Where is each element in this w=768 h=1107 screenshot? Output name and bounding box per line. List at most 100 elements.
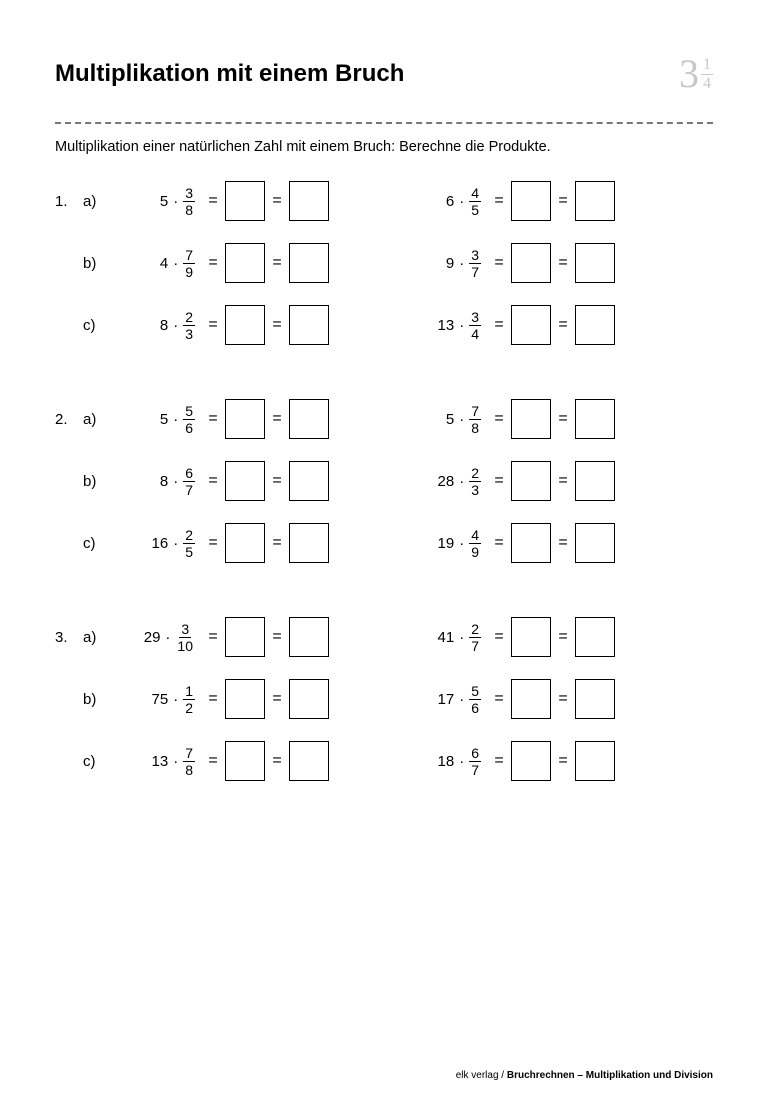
equals-sign: = bbox=[265, 628, 289, 646]
answer-box[interactable] bbox=[225, 679, 265, 719]
expression: 5·78 bbox=[399, 404, 487, 435]
answer-box[interactable] bbox=[225, 181, 265, 221]
denominator: 7 bbox=[469, 762, 481, 777]
answer-box[interactable] bbox=[575, 243, 615, 283]
equals-sign: = bbox=[487, 410, 511, 428]
fraction: 49 bbox=[469, 528, 481, 559]
exercise-row: c)13·78==18·67== bbox=[55, 741, 713, 781]
multiply-dot: · bbox=[172, 473, 179, 490]
equals-sign: = bbox=[265, 410, 289, 428]
answer-box[interactable] bbox=[511, 305, 551, 345]
fraction: 67 bbox=[469, 746, 481, 777]
equals-sign: = bbox=[551, 628, 575, 646]
equals-sign: = bbox=[265, 690, 289, 708]
equals-sign: = bbox=[487, 472, 511, 490]
expression: 6·45 bbox=[399, 186, 487, 217]
answer-box[interactable] bbox=[289, 617, 329, 657]
row-letter: a) bbox=[83, 411, 113, 428]
whole-number: 9 bbox=[446, 255, 454, 272]
answer-box[interactable] bbox=[575, 305, 615, 345]
denominator: 10 bbox=[175, 638, 195, 653]
equals-sign: = bbox=[487, 628, 511, 646]
answer-box[interactable] bbox=[511, 741, 551, 781]
exercise-row: b)8·67==28·23== bbox=[55, 461, 713, 501]
answer-box[interactable] bbox=[225, 305, 265, 345]
answer-box[interactable] bbox=[511, 399, 551, 439]
answer-box[interactable] bbox=[225, 523, 265, 563]
answer-box[interactable] bbox=[289, 243, 329, 283]
answer-box[interactable] bbox=[289, 741, 329, 781]
multiply-dot: · bbox=[172, 411, 179, 428]
exercise-row: c)8·23==13·34== bbox=[55, 305, 713, 345]
answer-box[interactable] bbox=[511, 617, 551, 657]
answer-box[interactable] bbox=[289, 523, 329, 563]
denominator: 8 bbox=[183, 202, 195, 217]
multiply-dot: · bbox=[458, 255, 465, 272]
fraction: 78 bbox=[183, 746, 195, 777]
answer-box[interactable] bbox=[511, 461, 551, 501]
whole-number: 17 bbox=[438, 691, 455, 708]
denominator: 3 bbox=[469, 482, 481, 497]
numerator: 1 bbox=[183, 684, 195, 700]
page-title: Multiplikation mit einem Bruch bbox=[55, 60, 404, 88]
answer-box[interactable] bbox=[575, 617, 615, 657]
answer-box[interactable] bbox=[575, 461, 615, 501]
answer-box[interactable] bbox=[225, 741, 265, 781]
multiply-dot: · bbox=[458, 753, 465, 770]
equals-sign: = bbox=[265, 534, 289, 552]
answer-box[interactable] bbox=[511, 523, 551, 563]
equals-sign: = bbox=[201, 534, 225, 552]
fraction: 67 bbox=[183, 466, 195, 497]
answer-box[interactable] bbox=[225, 461, 265, 501]
fraction: 27 bbox=[469, 622, 481, 653]
answer-box[interactable] bbox=[289, 679, 329, 719]
equals-sign: = bbox=[201, 410, 225, 428]
answer-box[interactable] bbox=[289, 399, 329, 439]
answer-box[interactable] bbox=[225, 399, 265, 439]
answer-box[interactable] bbox=[511, 243, 551, 283]
group-number: 1. bbox=[55, 193, 83, 210]
numerator: 6 bbox=[183, 466, 195, 482]
multiply-dot: · bbox=[172, 535, 179, 552]
exercise-row: 1.a)5·38==6·45== bbox=[55, 181, 713, 221]
answer-box[interactable] bbox=[289, 181, 329, 221]
equals-sign: = bbox=[551, 254, 575, 272]
fraction: 79 bbox=[183, 248, 195, 279]
answer-box[interactable] bbox=[289, 305, 329, 345]
equals-sign: = bbox=[551, 534, 575, 552]
answer-box[interactable] bbox=[575, 399, 615, 439]
equals-sign: = bbox=[551, 192, 575, 210]
answer-box[interactable] bbox=[225, 243, 265, 283]
logo-numerator: 1 bbox=[701, 57, 713, 75]
answer-box[interactable] bbox=[511, 181, 551, 221]
equals-sign: = bbox=[487, 192, 511, 210]
answer-box[interactable] bbox=[575, 679, 615, 719]
multiply-dot: · bbox=[458, 317, 465, 334]
numerator: 5 bbox=[469, 684, 481, 700]
fraction: 310 bbox=[175, 622, 195, 653]
answer-box[interactable] bbox=[225, 617, 265, 657]
expression: 28·23 bbox=[399, 466, 487, 497]
expression: 5·38 bbox=[113, 186, 201, 217]
numerator: 3 bbox=[469, 310, 481, 326]
row-letter: b) bbox=[83, 691, 113, 708]
numerator: 4 bbox=[469, 186, 481, 202]
denominator: 6 bbox=[183, 420, 195, 435]
denominator: 2 bbox=[183, 700, 195, 715]
answer-box[interactable] bbox=[289, 461, 329, 501]
answer-box[interactable] bbox=[575, 181, 615, 221]
numerator: 2 bbox=[469, 622, 481, 638]
answer-box[interactable] bbox=[575, 523, 615, 563]
answer-box[interactable] bbox=[575, 741, 615, 781]
equals-sign: = bbox=[201, 752, 225, 770]
exercise-group: 2.a)5·56==5·78==b)8·67==28·23==c)16·25==… bbox=[55, 399, 713, 563]
equals-sign: = bbox=[551, 410, 575, 428]
answer-box[interactable] bbox=[511, 679, 551, 719]
equals-sign: = bbox=[551, 472, 575, 490]
fraction: 37 bbox=[469, 248, 481, 279]
equals-sign: = bbox=[551, 316, 575, 334]
multiply-dot: · bbox=[458, 535, 465, 552]
equals-sign: = bbox=[265, 472, 289, 490]
expression: 5·56 bbox=[113, 404, 201, 435]
equals-sign: = bbox=[265, 254, 289, 272]
